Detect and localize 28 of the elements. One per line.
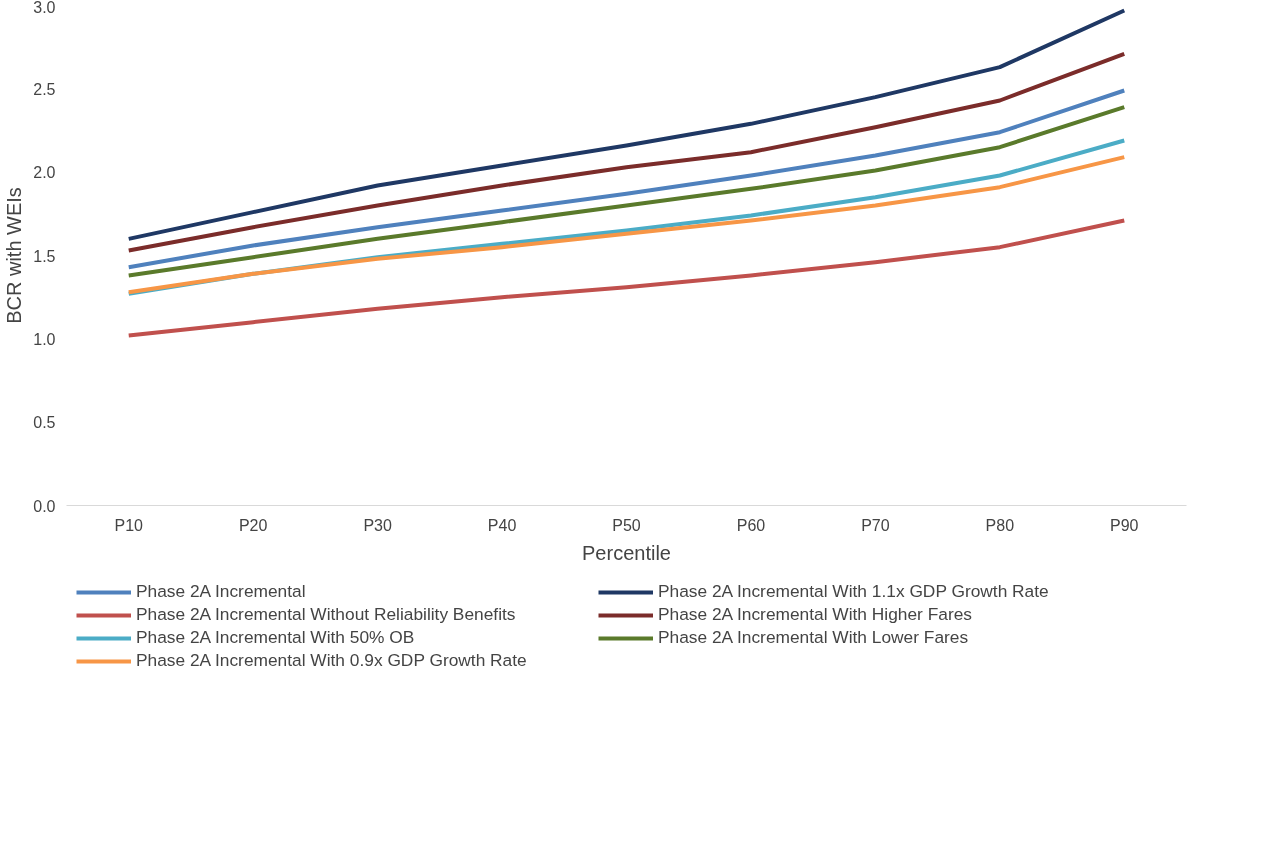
x-tick-label: P80 [985,516,1015,534]
legend-label: Phase 2A Incremental With Higher Fares [658,604,973,625]
y-tick-label: 1.0 [33,330,56,348]
x-tick-label: P40 [487,516,517,534]
y-tick-label: 1.5 [33,247,56,265]
legend-label: Phase 2A Incremental With 1.1x GDP Growth Rate [658,581,1050,602]
y-tick-label: 3.0 [33,0,56,16]
x-tick-label: P10 [114,516,144,534]
x-tick-label: P20 [238,516,268,534]
x-tick-label: P70 [861,516,890,534]
x-tick-label: P50 [612,516,641,534]
line-series [126,8,1127,241]
y-tick-label: 0.5 [33,414,56,432]
line-series [126,51,1127,253]
x-axis-title: Percentile [582,541,671,564]
line-series [126,218,1127,338]
y-tick-label: 2.5 [33,80,56,98]
y-tick-label: 2.0 [33,164,56,182]
y-tick-label: 0.0 [33,497,56,515]
legend-label: Phase 2A Incremental Without Reliability Benefits [136,604,517,625]
x-tick-label: P30 [363,516,392,534]
y-axis-title: BCR with WEIs [3,187,26,324]
legend-label: Phase 2A Incremental With Lower Fares [658,627,970,648]
x-tick-label: P90 [1110,516,1139,534]
legend-label: Phase 2A Incremental [136,581,307,602]
legend-label: Phase 2A Incremental With 0.9x GDP Growth Rate [136,650,528,671]
x-tick-label: P60 [736,516,766,534]
legend-label: Phase 2A Incremental With 50% OB [136,627,416,648]
